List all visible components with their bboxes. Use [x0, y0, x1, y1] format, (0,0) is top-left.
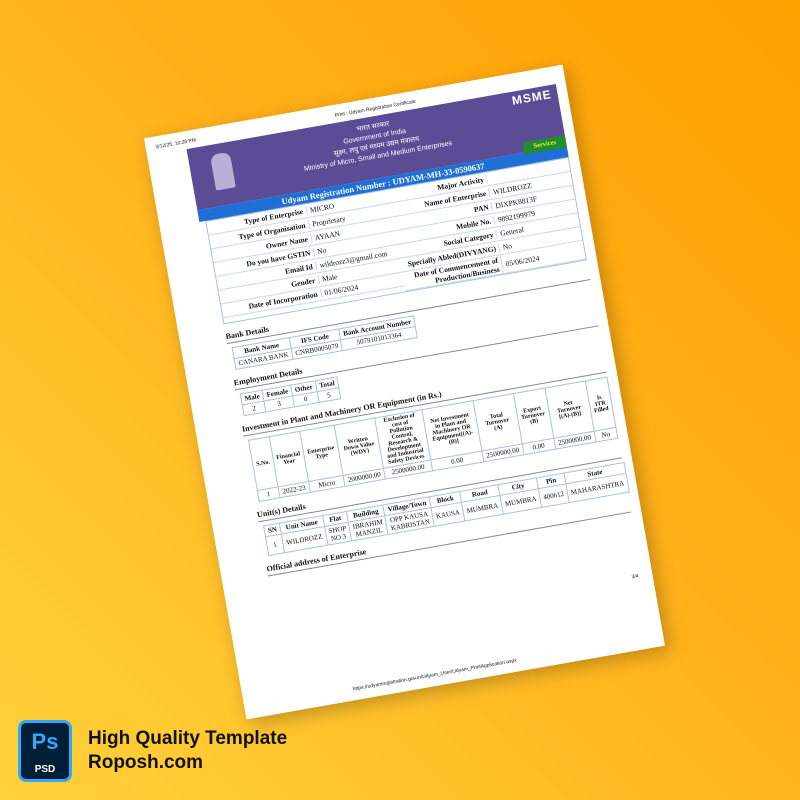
investment-header: Net Investment in Plant and Machinery OR…: [421, 400, 482, 461]
page-number: 3/4: [631, 573, 640, 581]
photoshop-icon: Ps PSD: [18, 720, 72, 782]
page-url: https://udyamregistration.gov.in/Udyam_U…: [352, 657, 518, 693]
detail-value: Male: [321, 271, 339, 284]
detail-value: No: [316, 245, 328, 256]
employment-cell: 2: [242, 401, 267, 416]
investment-header: Exclusion of cost of Pollution Control, …: [374, 409, 431, 469]
brand-line2: Roposh.com: [88, 752, 204, 773]
detail-value: [488, 178, 491, 179]
detail-value: 05/06/2024: [504, 253, 541, 268]
investment-cell: 1: [257, 486, 280, 502]
certificate-page: 3/12/25, 10:28 PM Print : Udyam Registrat…: [144, 64, 665, 720]
ps-label: Ps: [31, 729, 59, 754]
units-cell: 400612: [538, 483, 570, 508]
units-cell: SHOP NO 3: [324, 522, 352, 546]
detail-value: General: [499, 224, 525, 238]
detail-value: No: [501, 241, 513, 252]
employment-cell: 5: [316, 387, 341, 403]
brand-line1: High Quality Template: [88, 728, 288, 749]
brand-footer: Ps PSD High Quality Template Roposh.com: [18, 720, 287, 782]
units-cell: KAUSA: [430, 502, 465, 527]
psd-label: PSD: [34, 764, 56, 775]
investment-cell: No: [593, 427, 618, 443]
detail-value: 01/06/2024: [323, 282, 359, 298]
